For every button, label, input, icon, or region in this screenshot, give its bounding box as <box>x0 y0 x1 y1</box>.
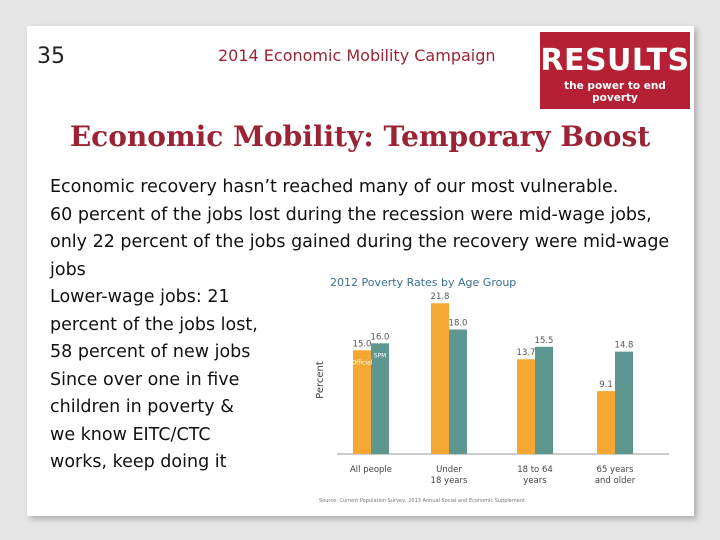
chart-title: 2012 Poverty Rates by Age Group <box>330 276 516 289</box>
results-logo: RESULTS the power to end poverty <box>540 32 690 109</box>
value-label-official-1: 21.8 <box>431 292 450 302</box>
slide-number: 35 <box>37 44 65 69</box>
body-text: Economic recovery hasn’t reached many of… <box>50 174 690 477</box>
body-paragraph-1: Economic recovery hasn’t reached many of… <box>50 177 619 197</box>
campaign-title: 2014 Economic Mobility Campaign <box>218 46 496 65</box>
category-label-3-1: and older <box>595 476 636 486</box>
chart-ylabel: Percent <box>315 361 326 399</box>
body-paragraph-2: 60 percent of the jobs lost during the r… <box>50 204 670 280</box>
series-label-spm: SPM <box>374 352 387 359</box>
category-label-0-0: All people <box>350 465 392 475</box>
value-label-official-0: 15.0 <box>353 339 372 349</box>
bar-official-1 <box>431 303 449 454</box>
category-label-2-0: 18 to 64 <box>517 465 553 475</box>
series-label-official: Official <box>352 359 373 366</box>
body-paragraph-4: Since over one in five children in pover… <box>50 369 240 473</box>
value-label-spm-1: 18.0 <box>449 319 468 329</box>
poverty-chart-svg: 2012 Poverty Rates by Age Group Percent 15… <box>315 276 669 504</box>
poverty-chart: 2012 Poverty Rates by Age Group Percent 15… <box>309 268 680 506</box>
slide-title: Economic Mobility: Temporary Boost <box>69 120 651 153</box>
value-label-official-3: 9.1 <box>599 380 613 390</box>
logo-tagline: the power to end poverty <box>564 80 666 104</box>
bar-official-3 <box>597 391 615 454</box>
category-label-1-1: 18 years <box>431 476 468 486</box>
value-label-official-2: 13.7 <box>517 348 536 358</box>
chart-source: Source: Current Population Survey, 2013 … <box>319 498 527 504</box>
value-label-spm-2: 15.5 <box>535 336 554 346</box>
bar-spm-2 <box>535 346 553 454</box>
body-paragraph-3: Lower-wage jobs: 21 percent of the jobs … <box>50 287 258 362</box>
value-label-spm-0: 16.0 <box>371 332 390 342</box>
value-label-spm-3: 14.8 <box>615 341 634 351</box>
category-label-1-0: Under <box>436 465 462 475</box>
category-label-3-0: 65 years <box>597 465 634 475</box>
category-label-2-1: years <box>523 476 547 486</box>
bar-official-0 <box>353 350 371 454</box>
bar-official-2 <box>517 359 535 454</box>
bar-spm-3 <box>615 351 633 454</box>
bar-spm-1 <box>449 329 467 454</box>
bar-spm-0 <box>371 343 389 454</box>
logo-wordmark: RESULTS <box>540 43 690 78</box>
